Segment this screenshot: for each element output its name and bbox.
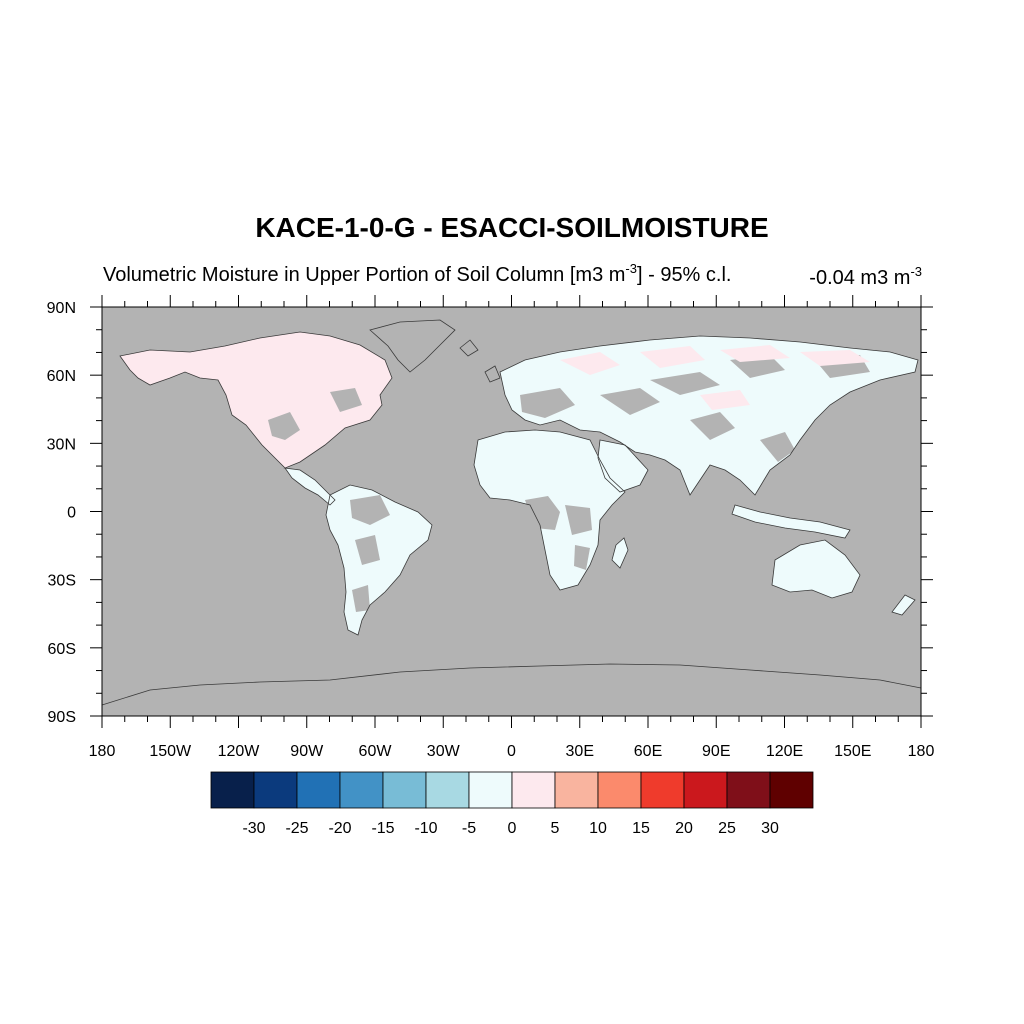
colorbar-swatch [296, 771, 341, 809]
lat-tick-label: 30N [47, 436, 76, 453]
colorbar-swatch [382, 771, 427, 809]
lat-tick-label: 0 [67, 505, 76, 522]
lon-tick-label: 120E [766, 743, 803, 760]
chart-title: KACE-1-0-G - ESACCI-SOILMOISTURE [255, 212, 768, 243]
colorbar-label: 15 [632, 820, 650, 837]
positive-anomaly-patches [560, 345, 870, 410]
colorbar-swatch [339, 771, 384, 809]
lon-tick-label: 30E [566, 743, 594, 760]
axis-ticks [90, 295, 933, 728]
colorbar-label: -30 [242, 820, 265, 837]
colorbar-label: 25 [718, 820, 736, 837]
land-fill [102, 320, 921, 716]
colorbar-label: 30 [761, 820, 779, 837]
land-indonesia [732, 505, 850, 538]
colorbar-label: 20 [675, 820, 693, 837]
land-new-zealand [892, 595, 915, 615]
lon-tick-label: 150E [834, 743, 871, 760]
colorbar-label: 0 [508, 820, 517, 837]
colorbar-label: -5 [462, 820, 476, 837]
colorbar-label: 5 [551, 820, 560, 837]
lat-tick-label: 60N [47, 368, 76, 385]
lon-tick-label: 180 [89, 743, 116, 760]
land-australia [772, 540, 860, 598]
lon-tick-label: 0 [507, 743, 516, 760]
chart-right-label: -0.04 m3 m-3 [809, 264, 922, 289]
colorbar: -30 -25 -20 -15 -10 -5 0 5 10 15 20 25 30 [210, 771, 814, 837]
colorbar-swatch [726, 771, 771, 809]
colorbar-label: -25 [285, 820, 308, 837]
world-map: 90N 60N 30N 0 30S 60S 90S 180 150W 120W 90W 60W 30W 0… [47, 295, 935, 760]
coastlines [101, 319, 922, 706]
colorbar-swatch [468, 771, 513, 809]
colorbar-label: 10 [589, 820, 607, 837]
colorbar-swatch [425, 771, 470, 809]
land-greenland [370, 320, 455, 372]
colorbar-label: -15 [371, 820, 394, 837]
colorbar-swatch [597, 771, 642, 809]
missing-data-patches [268, 355, 870, 612]
axis-tick-labels: 90N 60N 30N 0 30S 60S 90S 180 150W 120W 90W 60W 30W 0… [47, 300, 935, 760]
land-north-america [120, 332, 392, 468]
colorbar-swatch [253, 771, 298, 809]
lon-tick-label: 150W [149, 743, 192, 760]
lon-tick-label: 60W [359, 743, 393, 760]
colorbar-label: -10 [414, 820, 437, 837]
lon-tick-label: 60E [634, 743, 662, 760]
colorbar-label: -20 [328, 820, 351, 837]
colorbar-swatch [554, 771, 599, 809]
colorbar-swatch [769, 771, 814, 809]
lon-tick-label: 30W [427, 743, 461, 760]
land-central-america [285, 468, 335, 505]
lat-tick-label: 90N [47, 300, 76, 317]
lat-tick-label: 60S [48, 641, 76, 658]
lon-tick-label: 90E [702, 743, 730, 760]
colorbar-swatch [210, 771, 255, 809]
colorbar-swatch [683, 771, 728, 809]
lon-tick-label: 120W [218, 743, 261, 760]
colorbar-swatch [511, 771, 556, 809]
lon-tick-label: 180 [908, 743, 935, 760]
lat-tick-label: 30S [48, 573, 76, 590]
land-antarctica [102, 664, 921, 716]
colorbar-swatch [640, 771, 685, 809]
chart-subtitle: Volumetric Moisture in Upper Portion of … [103, 261, 731, 286]
lat-tick-label: 90S [48, 709, 76, 726]
lon-tick-label: 90W [290, 743, 324, 760]
